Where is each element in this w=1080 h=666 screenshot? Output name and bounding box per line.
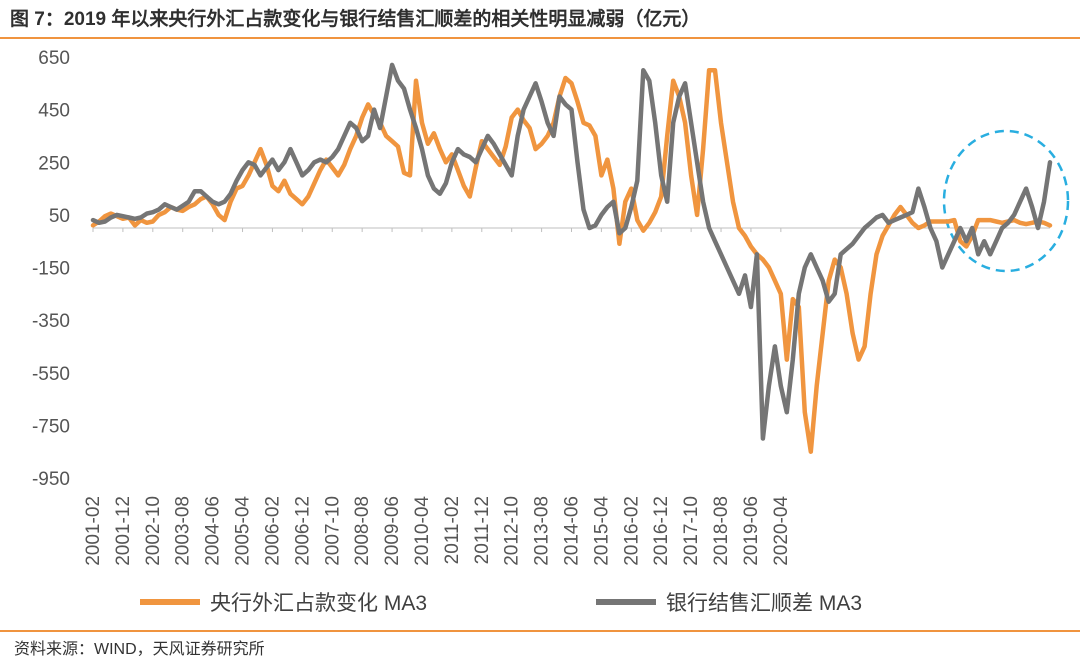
x-tick-label: 2011-02 xyxy=(442,496,463,564)
legend-label: 央行外汇占款变化 MA3 xyxy=(210,592,427,615)
legend: 央行外汇占款变化 MA3 银行结售汇顺差 MA3 xyxy=(140,592,862,615)
y-tick-label: 250 xyxy=(38,153,70,174)
x-tick-label: 2005-04 xyxy=(233,496,254,566)
tick-labels: 650 450 250 50 -150 -350 -550 -750 -950 2001-02 20… xyxy=(32,48,792,566)
x-tick-label: 2001-02 xyxy=(83,496,104,566)
highlight-circle xyxy=(942,129,1070,273)
x-tick-label: 2013-08 xyxy=(532,496,553,566)
x-tick-label: 2004-06 xyxy=(203,496,224,566)
x-tick-label: 2017-10 xyxy=(681,496,702,566)
x-tick-label: 2020-04 xyxy=(771,496,792,566)
y-tick-label: 650 xyxy=(38,48,70,69)
x-tick-label: 2007-10 xyxy=(322,496,343,566)
y-tick-label: -950 xyxy=(32,469,70,490)
line-chart: 650 450 250 50 -150 -350 -550 -750 -950 2001-02 20… xyxy=(32,48,1070,615)
x-tick-label: 2006-12 xyxy=(292,496,313,566)
legend-label: 银行结售汇顺差 MA3 xyxy=(666,592,862,615)
x-tick-label: 2018-08 xyxy=(711,496,732,566)
x-tick-label: 2006-02 xyxy=(262,496,283,566)
x-tick-label: 2002-10 xyxy=(143,496,164,566)
x-tick-label: 2010-04 xyxy=(412,496,433,566)
axis-layer xyxy=(92,227,1050,233)
x-tick-label: 2008-08 xyxy=(352,496,373,566)
y-tick-label: -350 xyxy=(32,311,70,332)
bottom-rule xyxy=(0,630,1080,632)
series-layer xyxy=(90,62,1053,454)
x-tick-label: 2009-06 xyxy=(382,496,403,566)
x-tick-label: 2015-04 xyxy=(591,496,612,566)
x-tick-label: 2001-12 xyxy=(113,496,134,566)
x-tick-label: 2012-10 xyxy=(502,496,523,566)
y-tick-label: 450 xyxy=(38,101,70,122)
top-rule xyxy=(0,37,1080,39)
x-tick-label: 2003-08 xyxy=(173,496,194,566)
chart-title: 图 7：2019 年以来央行外汇占款变化与银行结售汇顺差的相关性明显减弱（亿元） xyxy=(10,9,701,30)
y-tick-label: 50 xyxy=(49,206,70,227)
y-tick-label: -750 xyxy=(32,416,70,437)
y-tick-label: -550 xyxy=(32,364,70,385)
y-tick-label: -150 xyxy=(32,259,70,280)
series-line-bank-fx-surplus xyxy=(90,62,1053,441)
x-tick-label: 2016-02 xyxy=(621,496,642,566)
x-tick-label: 2016-12 xyxy=(651,496,672,566)
x-tick-label: 2014-06 xyxy=(562,496,583,566)
source-note: 资料来源：WIND，天风证券研究所 xyxy=(14,641,265,658)
x-tick-label: 2011-12 xyxy=(472,496,493,564)
x-tick-label: 2019-06 xyxy=(741,496,762,566)
